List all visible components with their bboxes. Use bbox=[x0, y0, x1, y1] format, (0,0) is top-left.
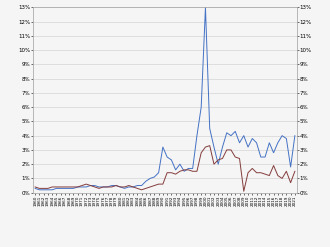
Line: IDE sortants: IDE sortants bbox=[35, 7, 295, 190]
IDE sortants bbox=[195, 134, 199, 137]
IDE entrants bbox=[191, 170, 195, 173]
IDE sortants bbox=[293, 134, 297, 137]
IDE sortants bbox=[37, 188, 41, 191]
Line: IDE entrants: IDE entrants bbox=[35, 146, 295, 191]
IDE entrants bbox=[101, 185, 105, 188]
IDE entrants bbox=[208, 144, 212, 147]
IDE entrants bbox=[54, 185, 58, 188]
IDE entrants bbox=[161, 183, 165, 185]
IDE sortants bbox=[165, 156, 169, 159]
IDE entrants bbox=[267, 174, 271, 177]
IDE entrants bbox=[84, 183, 88, 185]
IDE sortants bbox=[59, 187, 63, 190]
IDE sortants bbox=[106, 185, 110, 188]
IDE sortants bbox=[33, 187, 37, 190]
IDE sortants bbox=[204, 6, 208, 9]
IDE entrants bbox=[242, 190, 246, 193]
IDE entrants bbox=[293, 170, 297, 173]
IDE entrants bbox=[33, 185, 37, 188]
IDE sortants bbox=[88, 184, 92, 187]
IDE sortants bbox=[267, 141, 271, 144]
